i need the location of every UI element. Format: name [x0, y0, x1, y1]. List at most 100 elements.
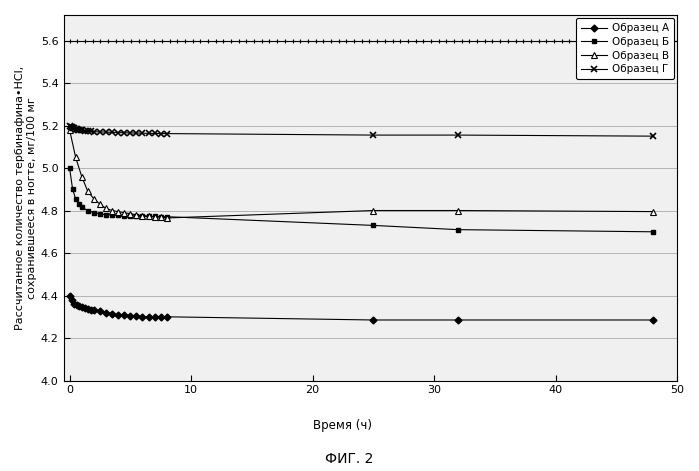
Образец Г: [78, 128, 86, 133]
Образец А: [157, 314, 165, 320]
Y-axis label: Рассчитанное количество тербинафина•HCl,
сохранившееся в ногте, мг/100 мг: Рассчитанное количество тербинафина•HCl,…: [15, 65, 36, 330]
Образец Г: [73, 126, 81, 132]
Образец Б: [75, 201, 83, 207]
Образец В: [89, 196, 98, 202]
Образец Г: [87, 129, 95, 134]
Образец А: [80, 306, 89, 311]
Образец Б: [69, 187, 77, 192]
Образец Г: [114, 130, 122, 135]
Образец А: [163, 314, 171, 320]
Образец В: [66, 127, 74, 133]
Образец Б: [108, 212, 116, 218]
Образец В: [138, 213, 147, 219]
Образец А: [68, 297, 76, 303]
Образец А: [84, 307, 92, 312]
Образец В: [163, 215, 171, 221]
Образец А: [66, 292, 74, 298]
Образец Г: [454, 132, 463, 138]
Образец Г: [70, 125, 78, 131]
Образец В: [150, 214, 159, 220]
Образец А: [70, 301, 78, 307]
Образец В: [71, 154, 80, 160]
Образец Г: [150, 130, 159, 136]
Образец А: [87, 308, 95, 313]
Образец Б: [126, 213, 134, 219]
Образец В: [96, 201, 104, 207]
Образец В: [102, 205, 110, 211]
Образец Б: [78, 204, 86, 210]
Образец Б: [163, 214, 171, 219]
Образец Б: [71, 196, 80, 202]
Образец Г: [157, 131, 165, 137]
Образец Б: [150, 214, 159, 219]
Образец В: [84, 188, 92, 194]
Образец Г: [163, 131, 171, 137]
Образец Г: [66, 122, 74, 128]
Образец А: [126, 313, 134, 318]
Образец Г: [108, 130, 116, 135]
Образец Б: [132, 213, 140, 219]
Образец В: [369, 208, 377, 213]
Образец Г: [71, 126, 80, 131]
Образец А: [73, 302, 81, 308]
Образец В: [649, 209, 657, 214]
Образец А: [78, 304, 86, 310]
Образец В: [114, 209, 122, 214]
Образец А: [138, 314, 147, 320]
Образец Б: [84, 208, 92, 213]
Образец Г: [145, 130, 153, 136]
Образец А: [102, 310, 110, 316]
Образец Б: [102, 212, 110, 218]
Образец Г: [96, 129, 104, 135]
Образец Б: [138, 213, 147, 219]
Образец Г: [649, 133, 657, 139]
Образец А: [120, 312, 129, 317]
Образец А: [108, 311, 116, 317]
Образец Г: [132, 130, 140, 136]
Legend: Образец А, Образец Б, Образец В, Образец Г: Образец А, Образец Б, Образец В, Образец…: [576, 18, 674, 80]
Line: Образец В: Образец В: [66, 126, 656, 221]
Образец А: [649, 317, 657, 323]
Образец В: [157, 214, 165, 220]
Образец Б: [120, 213, 129, 219]
Text: Время (ч): Время (ч): [312, 420, 372, 432]
Образец В: [120, 210, 129, 216]
Образец Б: [157, 214, 165, 219]
Line: Образец Б: Образец Б: [67, 166, 655, 234]
Образец Г: [126, 130, 134, 136]
Образец Г: [84, 129, 92, 134]
Образец Г: [74, 127, 82, 132]
Образец А: [132, 313, 140, 318]
Образец Б: [649, 229, 657, 235]
Образец А: [114, 312, 122, 317]
Образец Г: [66, 124, 75, 130]
Образец В: [78, 174, 86, 179]
Образец А: [369, 317, 377, 323]
Образец Б: [369, 223, 377, 228]
Образец Г: [102, 129, 110, 135]
Line: Образец Г: Образец Г: [66, 122, 656, 139]
Образец А: [75, 303, 83, 309]
Образец Г: [89, 129, 98, 135]
Образец В: [126, 211, 134, 217]
Образец Г: [369, 132, 377, 138]
Образец Г: [138, 130, 147, 136]
Образец А: [454, 317, 463, 323]
Образец Г: [75, 127, 83, 133]
Line: Образец А: Образец А: [67, 293, 655, 323]
Образец Б: [114, 212, 122, 218]
Образец В: [108, 208, 116, 213]
Образец В: [132, 212, 140, 218]
Образец Г: [80, 128, 89, 134]
Образец А: [145, 314, 153, 320]
Образец А: [150, 314, 159, 320]
Образец Б: [66, 165, 74, 171]
Образец В: [145, 213, 153, 219]
Образец Б: [454, 227, 463, 233]
Образец Г: [69, 125, 78, 130]
Образец В: [454, 208, 463, 213]
Образец Б: [89, 210, 98, 216]
Образец Б: [145, 214, 153, 219]
Образец Г: [68, 124, 76, 130]
Text: ФИГ. 2: ФИГ. 2: [325, 452, 374, 466]
